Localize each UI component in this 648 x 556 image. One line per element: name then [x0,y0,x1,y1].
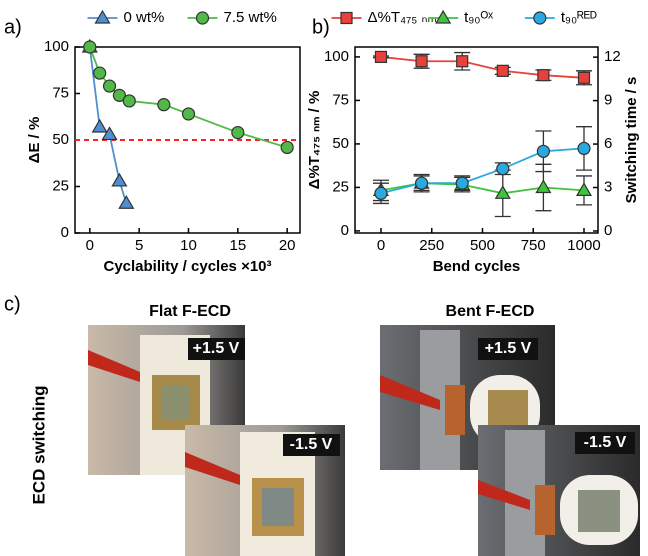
legend-marker [533,11,547,25]
y2-axis-label: Switching time / s [623,77,640,204]
legend-label: Δ%T₄₇₅ ₙₘ [368,9,437,26]
voltage-label: -1.5 V [290,436,333,453]
panel-label: b) [312,16,330,38]
legend-marker [340,11,353,25]
marker [415,55,428,68]
x-tick-label: 0 [377,237,385,254]
marker [93,66,107,80]
marker [181,107,196,121]
x-tick-label: 10 [180,237,197,254]
y-tick-label: 50 [332,135,349,152]
y-tick-label: 100 [44,38,69,55]
photo-title: Flat F-ECD [149,303,231,320]
y2-tick-label: 3 [604,178,612,195]
legend-marker [195,11,210,25]
marker [122,94,136,108]
y-tick-label: 100 [324,48,349,65]
legend-label: 7.5 wt% [224,9,277,26]
y-tick-label: 75 [332,91,349,108]
y2-tick-label: 12 [604,48,621,65]
marker [374,50,388,64]
legend-label: t₉₀ᴼˣ [464,9,493,26]
x-tick-label: 20 [279,237,296,254]
marker [496,64,509,77]
marker [112,88,127,102]
y-tick-label: 50 [52,131,69,148]
marker [537,69,550,82]
marker [101,126,118,141]
series-line [380,147,585,195]
marker [111,172,128,187]
marker [494,185,511,199]
photo: +1.5 V [380,325,555,470]
marker [577,141,591,156]
y-tick-label: 25 [332,178,349,195]
marker [414,176,429,190]
marker [102,79,117,93]
x-tick-label: 250 [419,237,444,254]
marker [496,162,510,176]
x-tick-label: 500 [470,237,495,254]
marker [455,176,469,190]
marker [91,118,108,133]
y-tick-label: 0 [61,224,69,241]
photo: +1.5 V [88,325,245,475]
marker [575,182,593,197]
y-tick-label: 0 [341,222,349,239]
photo-title: Bent F-ECD [446,303,535,320]
panel-label: c) [4,293,21,315]
x-axis-label: Cyclability / cycles ×10³ [103,258,271,275]
marker [231,125,245,140]
legend-label: t₉₀ᴿᴱᴰ [561,9,597,26]
marker [456,55,469,68]
y2-tick-label: 6 [604,135,612,152]
series-line [380,182,585,195]
photo: -1.5 V [185,425,345,556]
side-label: ECD switching [29,385,48,504]
series-line [380,56,585,79]
marker [118,195,135,209]
voltage-label: -1.5 V [584,434,627,451]
y-axis-label: Δ%T₄₇₅ ₙₘ / % [306,91,323,190]
marker [280,140,294,155]
marker [157,98,171,112]
x-axis-label: Bend cycles [433,258,521,275]
voltage-label: +1.5 V [485,340,532,357]
marker [535,179,552,194]
y-tick-label: 25 [52,177,69,194]
marker [374,186,388,200]
x-tick-label: 750 [521,237,546,254]
panel-label: a) [4,16,22,38]
voltage-label: +1.5 V [193,340,240,357]
photo: -1.5 V [478,425,640,556]
y-tick-label: 75 [52,84,69,101]
y2-tick-label: 9 [604,92,612,109]
marker [536,144,550,158]
x-tick-label: 0 [86,237,94,254]
marker [577,71,591,84]
y-axis-label: ΔE / % [26,117,43,164]
marker [83,40,97,54]
legend-label: 0 wt% [124,9,165,26]
x-tick-label: 5 [135,237,143,254]
x-tick-label: 1000 [567,237,600,254]
plot-frame [354,46,599,234]
legend-marker [435,9,452,24]
legend-marker [94,9,111,24]
x-tick-label: 15 [229,237,246,254]
y2-tick-label: 0 [604,222,612,239]
